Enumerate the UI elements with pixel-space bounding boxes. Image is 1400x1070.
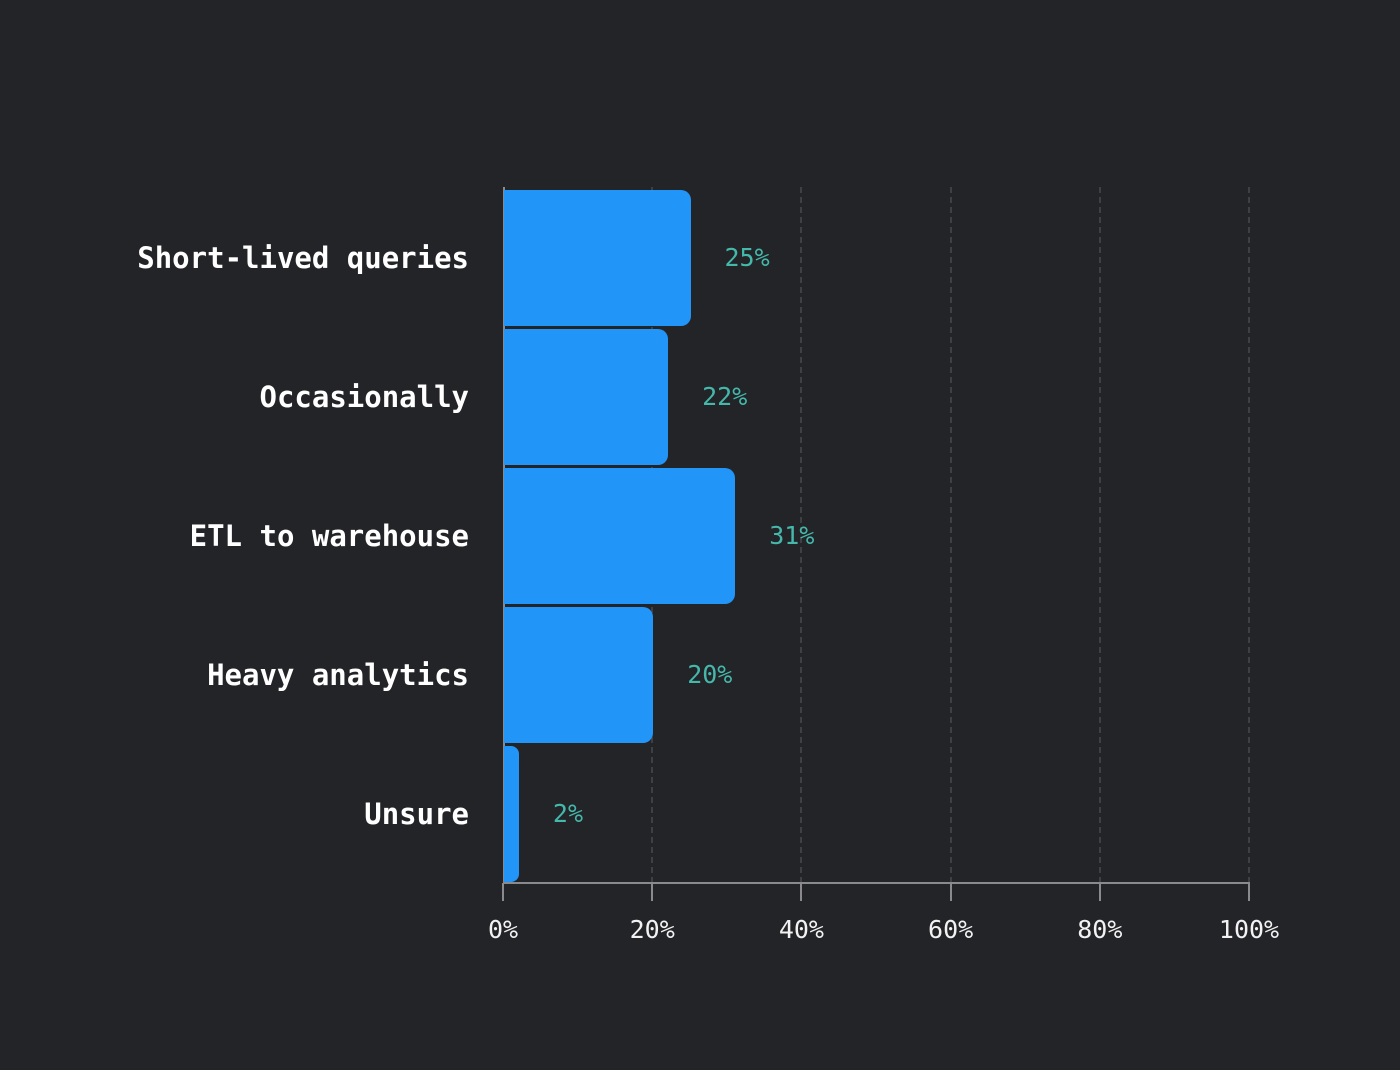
x-tick-label: 60% (928, 915, 974, 944)
x-tick-label: 40% (778, 915, 824, 944)
gridline (1248, 187, 1250, 883)
gridline (800, 187, 803, 883)
value-label: 2% (552, 799, 584, 828)
x-tick-mark (651, 883, 654, 901)
category-label: ETL to warehouse (189, 519, 469, 553)
category-label: Occasionally (259, 380, 469, 414)
bar (504, 329, 669, 465)
value-label: 22% (702, 382, 748, 411)
gridline (1098, 187, 1101, 883)
x-tick-mark (949, 883, 952, 901)
x-tick-mark (1098, 883, 1101, 901)
bar (504, 468, 736, 604)
category-label: Unsure (364, 797, 469, 831)
bar (504, 746, 519, 882)
gridline (949, 187, 952, 883)
x-tick-mark (1248, 883, 1250, 901)
x-tick-label: 20% (629, 915, 675, 944)
x-tick-mark (800, 883, 803, 901)
bar (504, 190, 691, 326)
value-label: 25% (724, 243, 770, 272)
category-label: Heavy analytics (207, 658, 469, 692)
x-tick-mark (502, 883, 504, 901)
value-label: 31% (769, 521, 815, 550)
x-tick-label: 100% (1218, 915, 1280, 944)
x-tick-label: 80% (1077, 915, 1123, 944)
x-tick-label: 0% (487, 915, 519, 944)
bar (504, 607, 654, 743)
x-axis-line (503, 882, 1250, 884)
value-label: 20% (687, 660, 733, 689)
category-label: Short-lived queries (137, 241, 469, 275)
